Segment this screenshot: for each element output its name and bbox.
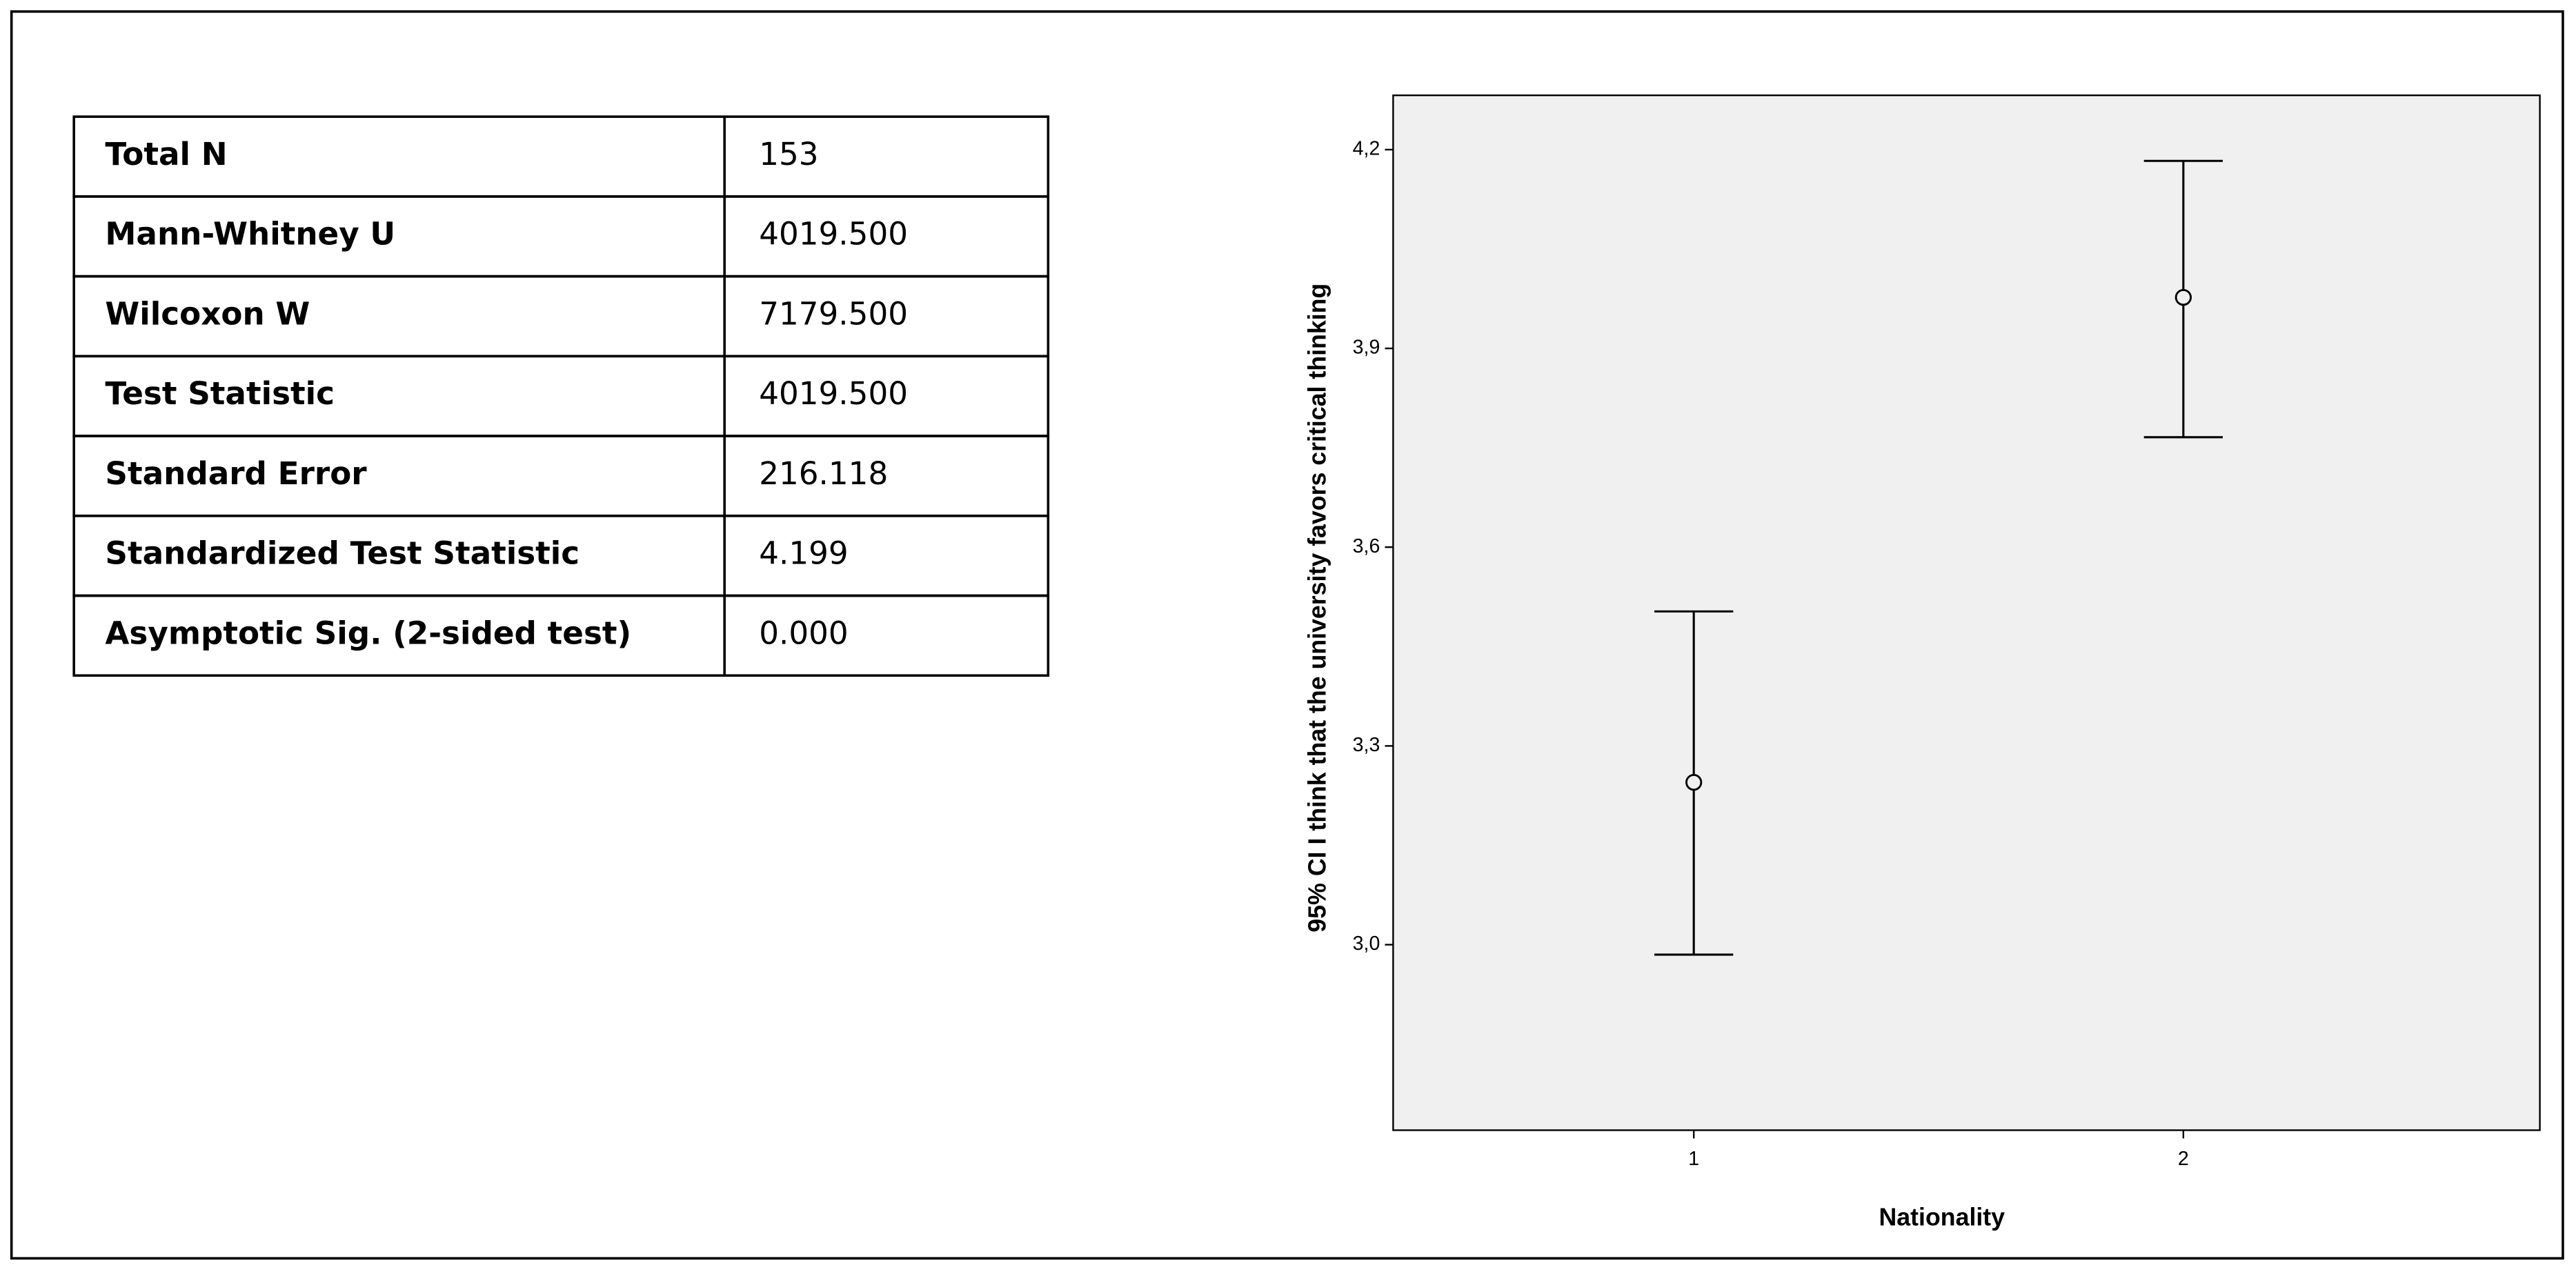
row-label: Standardized Test Statistic [105, 535, 579, 572]
row-label: Mann-Whitney U [105, 216, 395, 252]
row-label: Wilcoxon W [105, 295, 310, 332]
frame [10, 10, 2564, 1260]
row-value: 4.199 [759, 535, 849, 572]
y-axis-label: 95% CI I think that the university favor… [1304, 284, 1331, 933]
row-value: 216.118 [759, 455, 888, 492]
y-tick-label: 3,9 [1353, 337, 1380, 359]
stats-table: Total N 153 Mann-Whitney U 4019.500 Wilcoxon… [72, 115, 1050, 677]
mean-point [1685, 774, 1703, 791]
row-value: 153 [759, 136, 818, 172]
row-value: 0.000 [759, 615, 849, 651]
chart: 3,0 3,3 3,6 3,9 4,2 1 2 Nationality 95% CI I thi… [1304, 94, 2541, 1231]
row-value: 7179.500 [759, 295, 908, 332]
row-label: Test Statistic [105, 375, 335, 412]
mean-point [2174, 288, 2192, 306]
row-label: Asymptotic Sig. (2-sided test) [105, 615, 631, 651]
plot-area [1392, 94, 2541, 1131]
row-label: Standard Error [105, 455, 367, 492]
row-label: Total N [105, 136, 227, 172]
y-tick-label: 3,0 [1353, 933, 1380, 955]
row-value: 4019.500 [759, 216, 908, 252]
y-tick-label: 4,2 [1353, 137, 1380, 159]
y-tick-label: 3,3 [1353, 734, 1380, 756]
x-tick-label: 2 [2178, 1148, 2189, 1170]
table-row [72, 594, 1050, 677]
x-axis-label: Nationality [1879, 1203, 2005, 1231]
x-tick-label: 1 [1688, 1148, 1699, 1170]
row-value: 4019.500 [759, 375, 908, 412]
y-tick-label: 3,6 [1353, 535, 1380, 557]
